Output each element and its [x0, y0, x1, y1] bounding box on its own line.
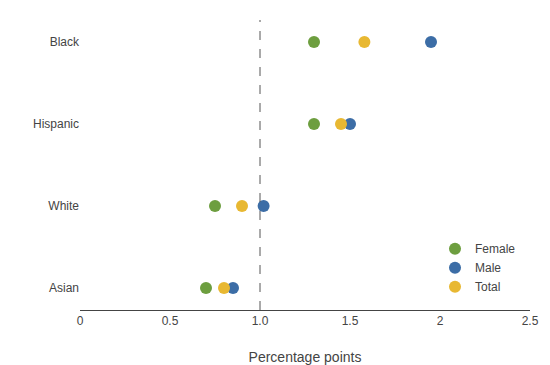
svg-text:2: 2: [437, 314, 444, 328]
svg-text:Female: Female: [475, 242, 515, 256]
svg-text:Asian: Asian: [49, 281, 79, 295]
svg-text:Male: Male: [475, 261, 501, 275]
svg-text:1.5: 1.5: [342, 314, 359, 328]
svg-text:Percentage points: Percentage points: [249, 349, 362, 365]
svg-text:0: 0: [77, 314, 84, 328]
svg-text:0.5: 0.5: [162, 314, 179, 328]
svg-text:2.5: 2.5: [522, 314, 539, 328]
svg-text:Black: Black: [50, 35, 80, 49]
svg-text:Total: Total: [475, 280, 500, 294]
svg-text:1.0: 1.0: [252, 314, 269, 328]
svg-text:White: White: [48, 199, 79, 213]
svg-text:Hispanic: Hispanic: [33, 117, 79, 131]
